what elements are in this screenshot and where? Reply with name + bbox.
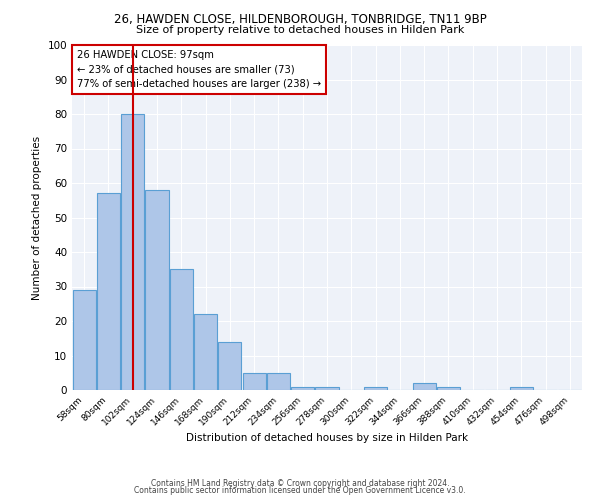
- Text: Contains public sector information licensed under the Open Government Licence v3: Contains public sector information licen…: [134, 486, 466, 495]
- Bar: [145, 190, 169, 390]
- Bar: [121, 114, 144, 390]
- Bar: [510, 386, 533, 390]
- Bar: [73, 290, 95, 390]
- Bar: [364, 386, 387, 390]
- Text: 26 HAWDEN CLOSE: 97sqm
← 23% of detached houses are smaller (73)
77% of semi-det: 26 HAWDEN CLOSE: 97sqm ← 23% of detached…: [77, 50, 321, 89]
- X-axis label: Distribution of detached houses by size in Hilden Park: Distribution of detached houses by size …: [186, 432, 468, 442]
- Text: Contains HM Land Registry data © Crown copyright and database right 2024.: Contains HM Land Registry data © Crown c…: [151, 478, 449, 488]
- Bar: [218, 342, 241, 390]
- Text: 26, HAWDEN CLOSE, HILDENBOROUGH, TONBRIDGE, TN11 9BP: 26, HAWDEN CLOSE, HILDENBOROUGH, TONBRID…: [113, 12, 487, 26]
- Text: Size of property relative to detached houses in Hilden Park: Size of property relative to detached ho…: [136, 25, 464, 35]
- Bar: [291, 386, 314, 390]
- Bar: [194, 314, 217, 390]
- Y-axis label: Number of detached properties: Number of detached properties: [32, 136, 42, 300]
- Bar: [413, 383, 436, 390]
- Bar: [242, 373, 266, 390]
- Bar: [97, 194, 120, 390]
- Bar: [316, 386, 338, 390]
- Bar: [267, 373, 290, 390]
- Bar: [170, 269, 193, 390]
- Bar: [437, 386, 460, 390]
